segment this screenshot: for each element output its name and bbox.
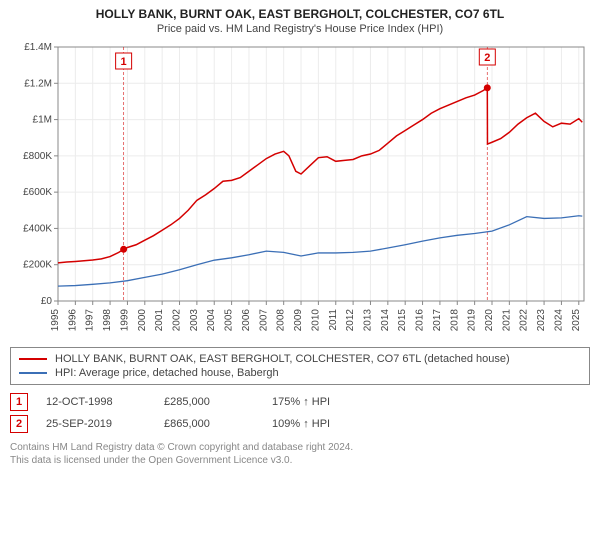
svg-text:2001: 2001: [154, 309, 165, 332]
transaction-delta: 109% ↑ HPI: [272, 418, 362, 430]
svg-text:2002: 2002: [172, 309, 183, 332]
legend-row-0: HOLLY BANK, BURNT OAK, EAST BERGHOLT, CO…: [19, 352, 581, 366]
marker-1: [120, 246, 127, 253]
svg-text:2013: 2013: [362, 309, 373, 332]
svg-text:2023: 2023: [536, 309, 547, 332]
svg-text:2012: 2012: [345, 309, 356, 332]
legend-label: HOLLY BANK, BURNT OAK, EAST BERGHOLT, CO…: [55, 353, 510, 365]
svg-text:£1M: £1M: [33, 115, 52, 126]
svg-text:1996: 1996: [67, 309, 78, 332]
footer: Contains HM Land Registry data © Crown c…: [10, 441, 590, 467]
svg-text:2008: 2008: [276, 309, 287, 332]
series-price_paid: [58, 88, 582, 263]
svg-text:£600K: £600K: [23, 187, 52, 198]
subtitle: Price paid vs. HM Land Registry's House …: [10, 23, 590, 35]
chart: £0 £200K £400K £600K £800K £1M £1.2M £1.4M 1995 1…: [10, 41, 590, 341]
marker-2: [484, 85, 491, 92]
svg-text:1999: 1999: [119, 309, 130, 332]
svg-text:2000: 2000: [137, 309, 148, 332]
legend-row-1: HPI: Average price, detached house, Babe…: [19, 366, 581, 380]
legend-label: HPI: Average price, detached house, Babe…: [55, 367, 279, 379]
footer-line-1: Contains HM Land Registry data © Crown c…: [10, 441, 590, 454]
svg-text:2014: 2014: [380, 309, 391, 332]
svg-text:2: 2: [484, 52, 490, 64]
svg-text:£0: £0: [41, 296, 53, 307]
transaction-index: 1: [10, 393, 28, 411]
legend-swatch: [19, 372, 47, 374]
svg-text:£1.2M: £1.2M: [24, 78, 52, 89]
transaction-delta: 175% ↑ HPI: [272, 396, 362, 408]
svg-text:2020: 2020: [484, 309, 495, 332]
svg-text:2004: 2004: [206, 309, 217, 332]
svg-text:1995: 1995: [50, 309, 61, 332]
svg-text:2018: 2018: [449, 309, 460, 332]
transaction-price: £865,000: [164, 418, 254, 430]
svg-text:2015: 2015: [397, 309, 408, 332]
transaction-index: 2: [10, 415, 28, 433]
title: HOLLY BANK, BURNT OAK, EAST BERGHOLT, CO…: [10, 6, 590, 22]
legend-swatch: [19, 358, 47, 360]
svg-text:2003: 2003: [189, 309, 200, 332]
svg-text:£400K: £400K: [23, 224, 52, 235]
svg-text:1997: 1997: [85, 309, 96, 332]
svg-text:£800K: £800K: [23, 151, 52, 162]
svg-text:2025: 2025: [571, 309, 582, 332]
svg-text:2017: 2017: [432, 309, 443, 332]
svg-text:2005: 2005: [224, 309, 235, 332]
svg-text:2024: 2024: [553, 309, 564, 332]
svg-text:2007: 2007: [258, 309, 269, 332]
chart-svg: £0 £200K £400K £600K £800K £1M £1.2M £1.4M 1995 1…: [10, 41, 590, 341]
transaction-date: 12-OCT-1998: [46, 396, 146, 408]
svg-text:2011: 2011: [328, 309, 339, 331]
svg-text:2021: 2021: [501, 309, 512, 332]
footer-line-2: This data is licensed under the Open Gov…: [10, 454, 590, 467]
svg-text:1998: 1998: [102, 309, 113, 332]
transactions-table: 1 12-OCT-1998 £285,000 175% ↑ HPI 2 25-SEP-20…: [10, 391, 590, 435]
svg-text:2016: 2016: [415, 309, 426, 332]
legend: HOLLY BANK, BURNT OAK, EAST BERGHOLT, CO…: [10, 347, 590, 385]
svg-text:2019: 2019: [467, 309, 478, 332]
svg-text:2009: 2009: [293, 309, 304, 332]
transaction-date: 25-SEP-2019: [46, 418, 146, 430]
svg-text:2006: 2006: [241, 309, 252, 332]
svg-text:2022: 2022: [519, 309, 530, 332]
transaction-price: £285,000: [164, 396, 254, 408]
transaction-row-2: 2 25-SEP-2019 £865,000 109% ↑ HPI: [10, 413, 590, 435]
svg-text:1: 1: [121, 56, 127, 68]
svg-text:£1.4M: £1.4M: [24, 42, 52, 53]
transaction-row-1: 1 12-OCT-1998 £285,000 175% ↑ HPI: [10, 391, 590, 413]
series-hpi: [58, 216, 582, 286]
svg-text:£200K: £200K: [23, 260, 52, 271]
svg-text:2010: 2010: [310, 309, 321, 332]
